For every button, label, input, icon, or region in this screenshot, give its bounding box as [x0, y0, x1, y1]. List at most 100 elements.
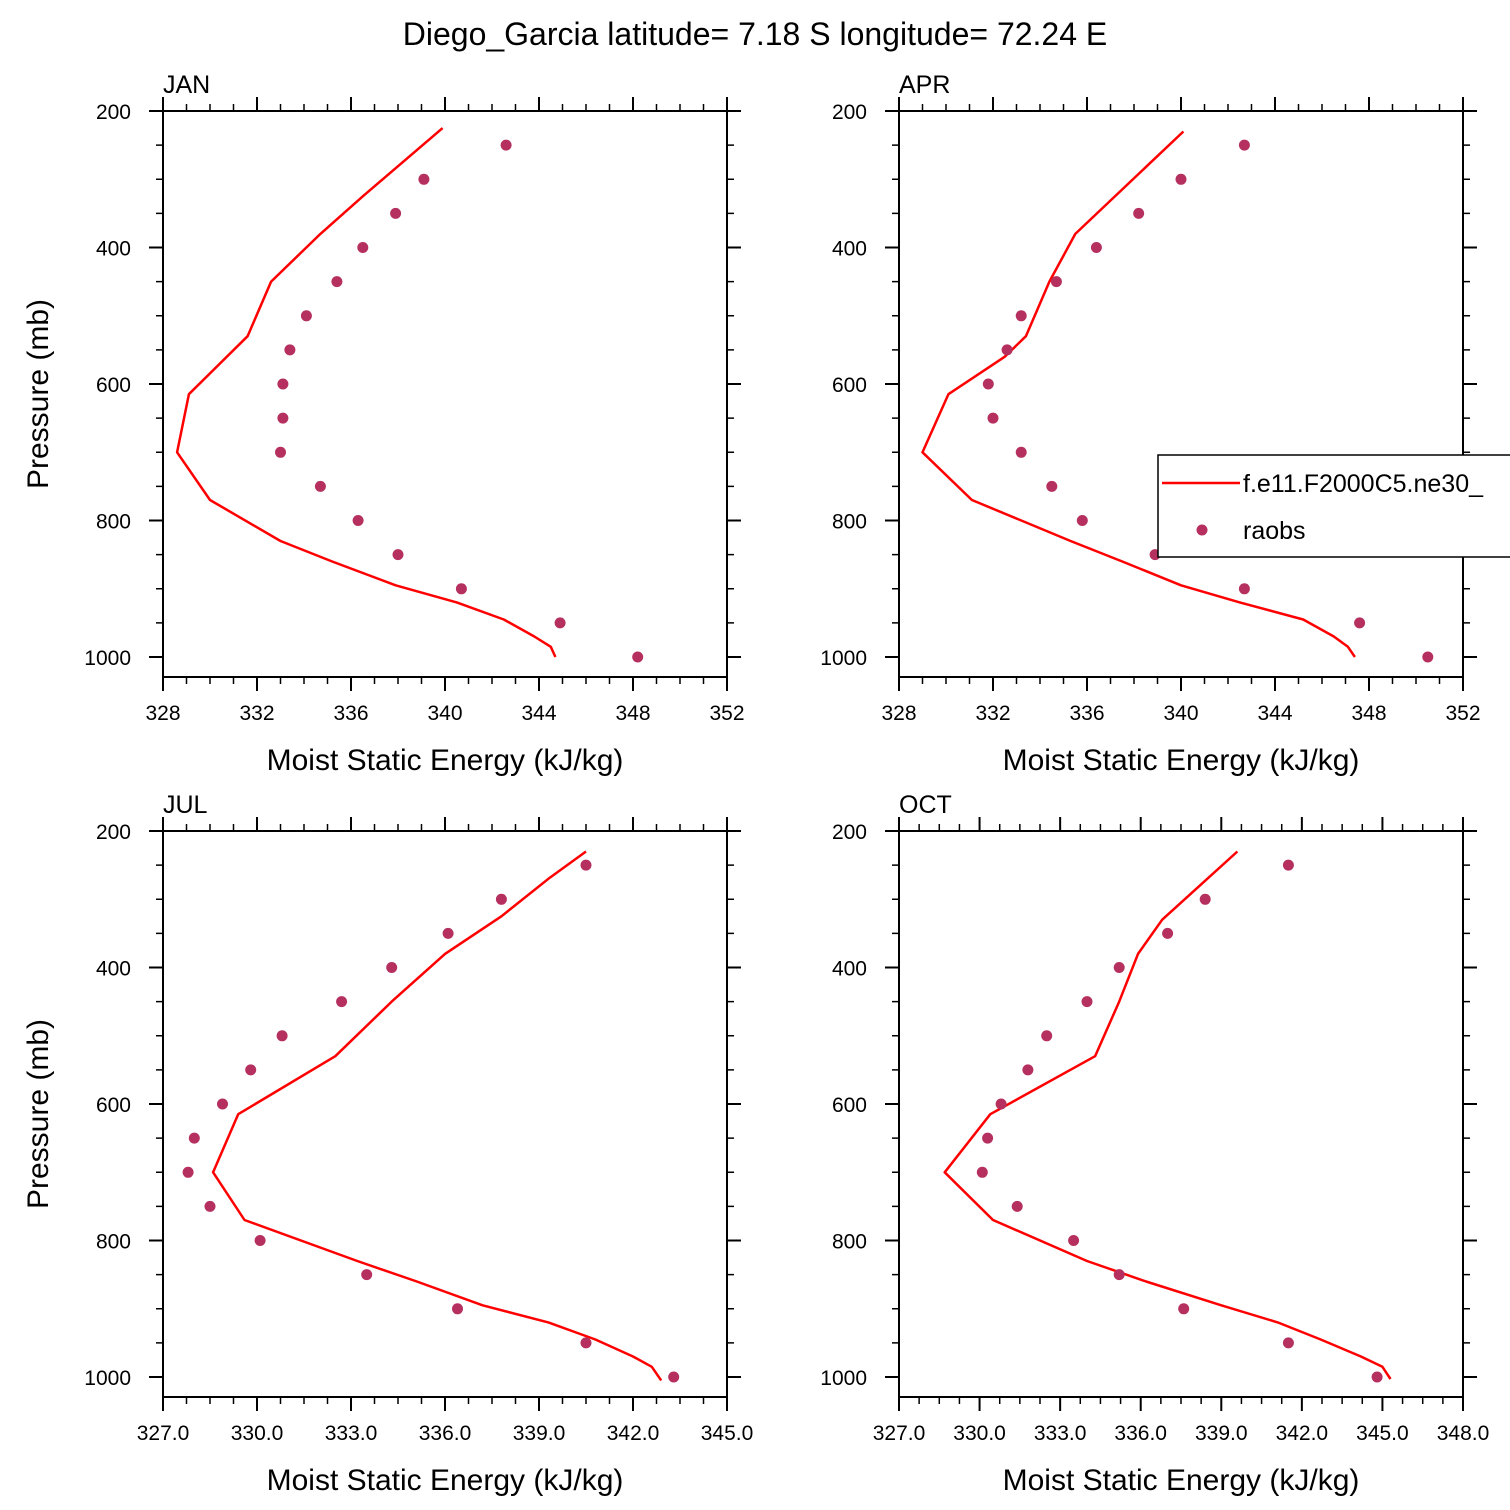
x-axis-label: Moist Static Energy (kJ/kg)	[1003, 1464, 1360, 1497]
raobs-point	[455, 583, 467, 595]
x-tick-label: 339.0	[513, 1422, 566, 1445]
raobs-point	[275, 446, 286, 458]
x-tick-label: 333.0	[1034, 1422, 1087, 1445]
raobs-point	[1422, 651, 1434, 663]
y-tick-label: 200	[96, 821, 131, 844]
x-tick-label: 336	[333, 702, 368, 725]
raobs-point	[1162, 927, 1174, 939]
x-tick-label: 336	[1069, 702, 1104, 725]
x-tick-label: 327.0	[873, 1422, 926, 1445]
y-tick-label: 400	[96, 958, 131, 981]
plot-frame	[898, 110, 1464, 678]
plot-frame	[162, 830, 728, 1398]
x-tick-label: 330.0	[231, 1422, 284, 1445]
raobs-point	[632, 651, 644, 663]
y-tick-label: 800	[832, 1231, 867, 1254]
panel-title: JUL	[163, 791, 208, 819]
legend-box	[1157, 454, 1510, 558]
y-tick-label: 600	[832, 1094, 867, 1117]
raobs-point	[1046, 480, 1058, 492]
y-tick-label: 1000	[820, 1367, 867, 1390]
panel-jul: JUL 327.0 330.0 333.0 336.0 339.0 342.0 345.0 20…	[22, 791, 753, 1497]
x-tick-label: 340	[1163, 702, 1198, 725]
raobs-point	[1068, 1235, 1080, 1246]
x-tick-label: 336.0	[419, 1422, 472, 1445]
raobs-point	[1011, 1200, 1023, 1212]
x-tick-label: 348	[615, 702, 650, 725]
raobs-point	[336, 996, 348, 1008]
raobs-point	[245, 1064, 257, 1076]
raobs-point	[982, 378, 994, 390]
x-tick-label: 345.0	[1356, 1422, 1409, 1445]
y-tick-label: 1000	[84, 1367, 131, 1390]
y-tick-label: 200	[832, 821, 867, 844]
raobs-point	[277, 378, 289, 390]
raobs-point	[442, 927, 454, 939]
x-tick-label: 340	[427, 702, 462, 725]
x-tick-label: 328	[145, 702, 180, 725]
y-tick-label: 200	[96, 101, 131, 124]
raobs-point	[300, 310, 312, 322]
raobs-point	[452, 1303, 463, 1315]
raobs-point	[1041, 1030, 1053, 1042]
raobs-point	[1001, 344, 1013, 356]
raobs-point	[204, 1200, 216, 1212]
raobs-point	[392, 549, 404, 561]
panel-title: OCT	[899, 791, 952, 819]
x-tick-label: 352	[1445, 702, 1480, 725]
raobs-point	[331, 276, 343, 288]
raobs-point	[357, 242, 369, 253]
x-tick-label: 342.0	[607, 1422, 660, 1445]
raobs-point	[987, 412, 999, 424]
y-tick-label: 600	[96, 374, 131, 397]
y-tick-label: 1000	[820, 647, 867, 670]
panel-apr: APR 328 332 336 340 344 348 352 200 400 600 800 1000…	[820, 71, 1480, 777]
raobs-point	[1050, 276, 1062, 288]
x-tick-label: 352	[709, 702, 744, 725]
x-tick-label: 332	[239, 702, 274, 725]
raobs-point	[277, 412, 289, 424]
raobs-point	[976, 1166, 988, 1178]
raobs-point	[554, 617, 566, 629]
x-tick-label: 344	[1257, 702, 1292, 725]
raobs-point	[500, 139, 512, 151]
panel-title: JAN	[163, 71, 210, 99]
model-line-series	[211, 850, 663, 1382]
raobs-point	[284, 344, 296, 356]
raobs-point	[668, 1371, 680, 1383]
panel-oct: OCT 327.0 330.0 333.0 336.0 339.0 342.0 345.0 34…	[820, 791, 1489, 1497]
raobs-point	[1113, 1269, 1125, 1281]
raobs-point	[1113, 962, 1125, 973]
raobs-point	[982, 1132, 994, 1144]
legend-model-label: f.e11.F2000C5.ne30_	[1243, 470, 1484, 498]
x-tick-label: 336.0	[1114, 1422, 1167, 1445]
panel-title: APR	[899, 71, 950, 99]
raobs-point	[361, 1269, 373, 1281]
x-axis-label: Moist Static Energy (kJ/kg)	[267, 744, 624, 777]
model-line-series	[921, 130, 1356, 658]
legend-marker-swatch	[1196, 524, 1208, 536]
legend-raobs-label: raobs	[1243, 517, 1306, 545]
x-tick-label: 330.0	[953, 1422, 1006, 1445]
y-axis-label: Pressure (mb)	[22, 1019, 55, 1209]
raobs-point	[276, 1030, 288, 1042]
raobs-point	[1354, 617, 1366, 629]
raobs-point	[352, 515, 364, 526]
plot-frame	[162, 110, 728, 678]
raobs-point	[390, 207, 402, 219]
raobs-point	[1076, 515, 1088, 526]
x-tick-label: 328	[881, 702, 916, 725]
y-tick-label: 800	[96, 1231, 131, 1254]
x-tick-label: 327.0	[137, 1422, 190, 1445]
raobs-point	[1081, 996, 1093, 1008]
x-axis-label: Moist Static Energy (kJ/kg)	[1003, 744, 1360, 777]
x-axis-label: Moist Static Energy (kJ/kg)	[267, 1464, 624, 1497]
x-tick-label: 339.0	[1195, 1422, 1248, 1445]
x-tick-label: 345.0	[701, 1422, 754, 1445]
raobs-point	[580, 859, 592, 871]
raobs-point	[1238, 583, 1250, 595]
raobs-point	[1015, 310, 1027, 322]
y-tick-label: 200	[832, 101, 867, 124]
raobs-point	[1133, 207, 1145, 219]
